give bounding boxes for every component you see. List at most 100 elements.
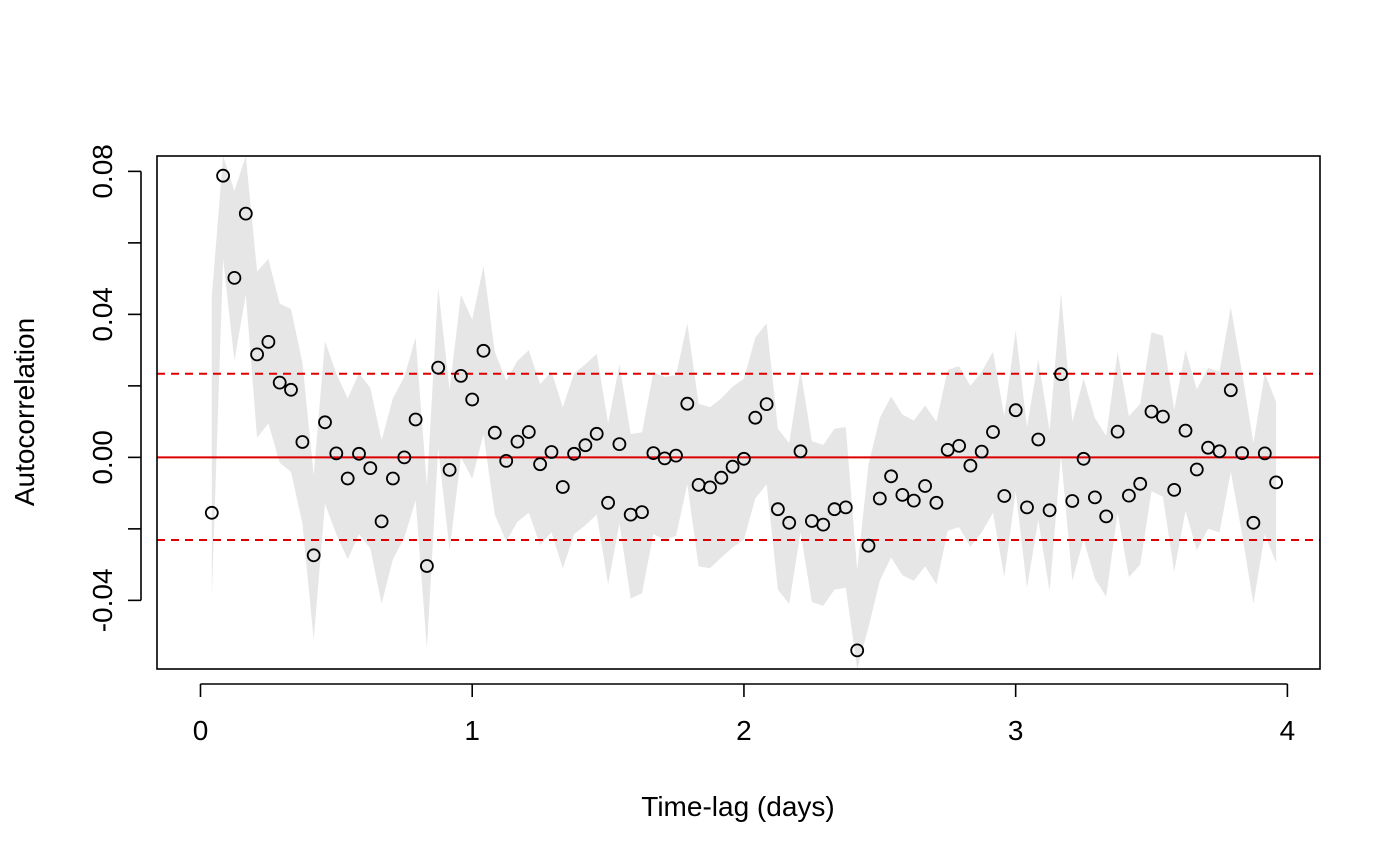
data-point xyxy=(997,489,1012,503)
data-point xyxy=(816,517,831,532)
y-tick-label: 0.04 xyxy=(87,287,118,342)
data-point xyxy=(1167,482,1182,497)
data-point xyxy=(431,360,446,375)
data-point xyxy=(1042,503,1057,518)
data-point xyxy=(555,480,570,494)
data-point xyxy=(680,396,695,411)
data-point xyxy=(895,487,910,502)
data-point xyxy=(238,206,253,221)
data-point xyxy=(725,459,740,474)
data-points-layer xyxy=(204,168,1283,658)
data-point xyxy=(703,480,717,495)
data-point xyxy=(1144,404,1159,419)
y-tick-label: 0.00 xyxy=(87,430,118,485)
y-axis-title: Autocorrelation xyxy=(9,318,40,506)
data-point xyxy=(284,382,298,397)
data-point xyxy=(986,425,1000,439)
data-point xyxy=(861,538,876,553)
data-point xyxy=(1269,475,1283,490)
data-point xyxy=(521,425,536,439)
data-point xyxy=(544,445,559,459)
data-point xyxy=(1008,403,1023,418)
confidence-band xyxy=(211,156,1277,669)
data-point xyxy=(1099,509,1114,524)
y-tick-label: -0.04 xyxy=(87,568,118,632)
data-point xyxy=(385,471,400,486)
data-point xyxy=(918,479,932,493)
data-point xyxy=(759,397,774,412)
data-point xyxy=(261,334,276,349)
data-point xyxy=(397,450,412,465)
data-point xyxy=(793,444,808,459)
data-point xyxy=(227,270,242,285)
data-point xyxy=(442,462,457,477)
x-axis: 0 1 2 3 4 xyxy=(193,683,1296,746)
data-point xyxy=(352,446,366,461)
data-point xyxy=(1235,446,1249,461)
data-point xyxy=(1088,490,1102,505)
data-point xyxy=(363,461,378,476)
x-tick-label: 1 xyxy=(464,715,480,746)
data-point xyxy=(476,343,491,358)
data-point xyxy=(306,548,321,563)
confidence-band-layer xyxy=(211,156,1277,669)
data-point xyxy=(204,505,219,520)
data-point xyxy=(714,470,729,485)
data-point xyxy=(465,392,480,407)
data-point xyxy=(318,415,332,430)
data-point xyxy=(635,505,649,519)
data-point xyxy=(1054,367,1068,382)
data-point xyxy=(408,412,423,427)
data-point xyxy=(1133,476,1148,491)
data-point xyxy=(1065,494,1080,508)
data-point xyxy=(1020,500,1034,515)
data-point xyxy=(737,451,751,466)
data-point xyxy=(1189,462,1204,477)
x-tick-label: 4 xyxy=(1280,715,1296,746)
plot-frame xyxy=(156,155,1321,670)
data-point xyxy=(329,446,344,461)
x-axis-title: Time-lag (days) xyxy=(641,791,834,822)
data-point xyxy=(578,438,593,453)
data-point xyxy=(952,438,966,453)
data-point xyxy=(669,448,683,463)
y-tick-label: 0.08 xyxy=(87,144,118,199)
data-point xyxy=(1122,488,1136,503)
data-point xyxy=(601,495,615,510)
y-axis: -0.04 0.00 0.04 0.08 xyxy=(87,144,142,632)
data-point xyxy=(1246,515,1261,530)
data-point xyxy=(567,446,581,461)
data-point xyxy=(272,375,287,390)
data-point xyxy=(838,500,853,515)
data-point xyxy=(974,444,989,459)
x-tick-label: 2 xyxy=(736,715,752,746)
data-point xyxy=(1110,424,1125,439)
data-point xyxy=(929,495,944,510)
data-point xyxy=(1031,432,1046,447)
data-point xyxy=(487,425,502,440)
data-point xyxy=(499,453,514,468)
data-point xyxy=(612,437,627,452)
data-point xyxy=(771,502,785,517)
data-point xyxy=(963,458,978,473)
data-point xyxy=(419,559,434,573)
data-point xyxy=(453,368,468,383)
data-point xyxy=(884,469,898,484)
x-tick-label: 3 xyxy=(1008,715,1024,746)
data-point xyxy=(250,347,265,362)
data-point xyxy=(872,491,887,506)
data-point xyxy=(1156,409,1170,424)
data-point xyxy=(1212,444,1227,459)
data-point xyxy=(1178,423,1193,438)
data-point xyxy=(646,446,661,461)
data-point xyxy=(589,426,604,441)
data-point xyxy=(216,168,231,183)
data-point xyxy=(1223,383,1238,398)
data-point xyxy=(850,643,865,658)
data-point xyxy=(1076,451,1091,466)
data-point xyxy=(1257,446,1272,461)
data-point xyxy=(782,515,797,530)
data-point xyxy=(533,457,547,472)
data-point xyxy=(510,434,525,449)
data-point xyxy=(340,471,355,486)
